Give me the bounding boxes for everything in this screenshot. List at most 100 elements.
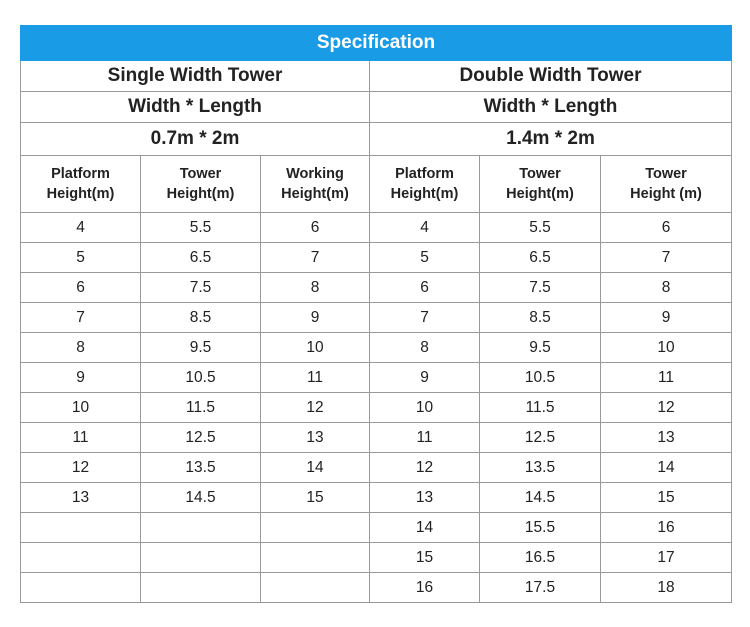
table-cell: 11 xyxy=(600,362,732,393)
table-cell: 13 xyxy=(600,422,732,453)
table-cell: 9 xyxy=(260,302,370,333)
table-cell: 11 xyxy=(20,422,141,453)
table-cell: 16 xyxy=(369,572,480,603)
table-row: 7 8.5 9 7 8.5 9 xyxy=(20,302,732,333)
table-cell xyxy=(140,512,261,543)
table-cell: 7 xyxy=(20,302,141,333)
table-row: 13 14.5 15 13 14.5 15 xyxy=(20,482,732,513)
table-cell: 4 xyxy=(20,212,141,243)
table-cell: 8.5 xyxy=(479,302,601,333)
double-width-tower-heading: Double Width Tower xyxy=(369,60,732,92)
table-row: 11 12.5 13 11 12.5 13 xyxy=(20,422,732,453)
table-cell: 5 xyxy=(369,242,480,273)
table-cell: 12 xyxy=(260,392,370,423)
table-cell: 8 xyxy=(369,332,480,363)
table-cell: 9.5 xyxy=(140,332,261,363)
table-cell: 16 xyxy=(600,512,732,543)
single-platform-height-header: Platform Height(m) xyxy=(20,155,141,213)
table-title: Specification xyxy=(20,25,732,61)
table-cell: 12 xyxy=(20,452,141,483)
table-cell: 10 xyxy=(260,332,370,363)
table-cell: 6 xyxy=(20,272,141,303)
table-cell xyxy=(140,542,261,573)
table-cell: 5 xyxy=(20,242,141,273)
table-row: 6 7.5 8 6 7.5 8 xyxy=(20,272,732,303)
table-cell: 11 xyxy=(260,362,370,393)
table-cell: 14.5 xyxy=(479,482,601,513)
single-dims-value: 0.7m * 2m xyxy=(20,122,370,156)
table-cell: 10.5 xyxy=(140,362,261,393)
table-cell: 11 xyxy=(369,422,480,453)
table-cell xyxy=(20,542,141,573)
double-tower-height-header: Tower Height(m) xyxy=(479,155,601,213)
table-row: 12 13.5 14 12 13.5 14 xyxy=(20,452,732,483)
table-row: 14 15.5 16 xyxy=(20,512,732,543)
table-cell: 8 xyxy=(20,332,141,363)
table-row: 9 10.5 11 9 10.5 11 xyxy=(20,362,732,393)
table-cell: 6.5 xyxy=(140,242,261,273)
single-dims-label: Width * Length xyxy=(20,91,370,123)
table-cell: 15 xyxy=(600,482,732,513)
table-cell: 6 xyxy=(260,212,370,243)
table-cell: 18 xyxy=(600,572,732,603)
table-cell: 11.5 xyxy=(140,392,261,423)
table-cell: 9.5 xyxy=(479,332,601,363)
table-cell: 5.5 xyxy=(140,212,261,243)
table-cell: 10 xyxy=(600,332,732,363)
single-width-tower-heading: Single Width Tower xyxy=(20,60,370,92)
table-cell xyxy=(260,542,370,573)
double-dims-label: Width * Length xyxy=(369,91,732,123)
table-cell: 8 xyxy=(600,272,732,303)
table-cell: 7 xyxy=(369,302,480,333)
table-row: 16 17.5 18 xyxy=(20,572,732,603)
table-cell: 13 xyxy=(369,482,480,513)
table-cell: 15 xyxy=(369,542,480,573)
table-cell: 13.5 xyxy=(140,452,261,483)
table-cell: 12 xyxy=(369,452,480,483)
table-cell: 6 xyxy=(369,272,480,303)
table-cell: 7.5 xyxy=(140,272,261,303)
table-cell: 12 xyxy=(600,392,732,423)
table-cell: 7.5 xyxy=(479,272,601,303)
table-cell: 6.5 xyxy=(479,242,601,273)
table-cell: 14 xyxy=(600,452,732,483)
table-cell: 8.5 xyxy=(140,302,261,333)
table-cell: 11.5 xyxy=(479,392,601,423)
table-cell: 9 xyxy=(600,302,732,333)
table-cell: 17 xyxy=(600,542,732,573)
table-cell: 12.5 xyxy=(140,422,261,453)
table-cell: 13.5 xyxy=(479,452,601,483)
table-cell: 10.5 xyxy=(479,362,601,393)
table-cell: 14 xyxy=(260,452,370,483)
table-cell: 4 xyxy=(369,212,480,243)
table-cell: 13 xyxy=(260,422,370,453)
table-cell: 10 xyxy=(20,392,141,423)
table-cell: 8 xyxy=(260,272,370,303)
specification-table: Specification Single Width Tower Double … xyxy=(20,25,732,603)
table-row: 10 11.5 12 10 11.5 12 xyxy=(20,392,732,423)
table-cell xyxy=(260,512,370,543)
table-cell xyxy=(140,572,261,603)
table-cell xyxy=(20,512,141,543)
table-row: 8 9.5 10 8 9.5 10 xyxy=(20,332,732,363)
table-row: 5 6.5 7 5 6.5 7 xyxy=(20,242,732,273)
table-cell: 9 xyxy=(369,362,480,393)
table-cell: 16.5 xyxy=(479,542,601,573)
table-cell: 15.5 xyxy=(479,512,601,543)
table-cell: 10 xyxy=(369,392,480,423)
table-cell: 13 xyxy=(20,482,141,513)
double-dims-value: 1.4m * 2m xyxy=(369,122,732,156)
double-platform-height-header: Platform Height(m) xyxy=(369,155,480,213)
table-cell xyxy=(20,572,141,603)
table-row: 4 5.5 6 4 5.5 6 xyxy=(20,212,732,243)
single-tower-height-header: Tower Height(m) xyxy=(140,155,261,213)
table-cell xyxy=(260,572,370,603)
table-row: 15 16.5 17 xyxy=(20,542,732,573)
table-cell: 17.5 xyxy=(479,572,601,603)
table-cell: 12.5 xyxy=(479,422,601,453)
table-cell: 7 xyxy=(260,242,370,273)
table-cell: 5.5 xyxy=(479,212,601,243)
table-cell: 9 xyxy=(20,362,141,393)
double-tower-height-header-2: Tower Height (m) xyxy=(600,155,732,213)
table-cell: 6 xyxy=(600,212,732,243)
